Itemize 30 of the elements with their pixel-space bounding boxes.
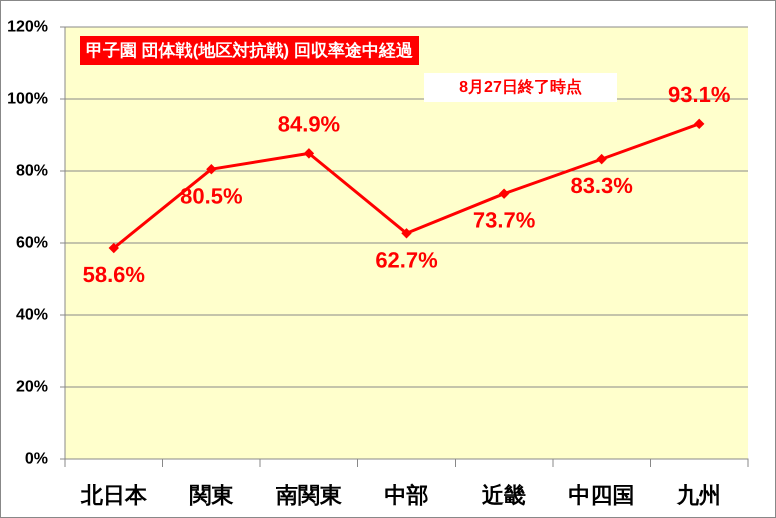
data-label: 83.3% — [570, 173, 633, 198]
point — [499, 188, 510, 199]
x-tick-label: 中四国 — [568, 482, 635, 508]
y-tick-label: 0% — [24, 450, 48, 468]
point — [206, 164, 216, 174]
y-tick-label: 20% — [16, 378, 48, 396]
x-tick-label: 南関東 — [274, 482, 342, 508]
data-label: 73.7% — [472, 208, 536, 233]
text-box: 8月27日終了時点 — [424, 73, 617, 102]
data-label: 84.9% — [278, 111, 340, 136]
point — [402, 228, 412, 238]
y-tick-label: 60% — [16, 234, 48, 252]
point — [304, 148, 314, 158]
point — [108, 243, 119, 254]
x-tick-label: 北日本 — [80, 482, 148, 508]
point — [694, 118, 704, 129]
y-tick-label: 100% — [7, 90, 48, 108]
y-tick-label: 80% — [16, 162, 48, 180]
point — [596, 154, 607, 164]
x-tick-label: 中部 — [384, 482, 428, 508]
x-tick-label: 九州 — [676, 482, 722, 508]
text: 甲子園 団体戦(地区対抗戦) 回収率途中経過 — [80, 36, 419, 65]
data-label: 80.5% — [180, 183, 243, 208]
data-label: 93.1% — [668, 82, 730, 107]
data-label: 62.7% — [375, 247, 438, 272]
y-tick-label: 120% — [7, 18, 48, 36]
x-tick-label: 関東 — [189, 482, 234, 508]
y-tick-label: 40% — [16, 306, 48, 324]
x-tick-label: 近畿 — [481, 482, 526, 508]
data-label: 58.6% — [82, 262, 145, 288]
